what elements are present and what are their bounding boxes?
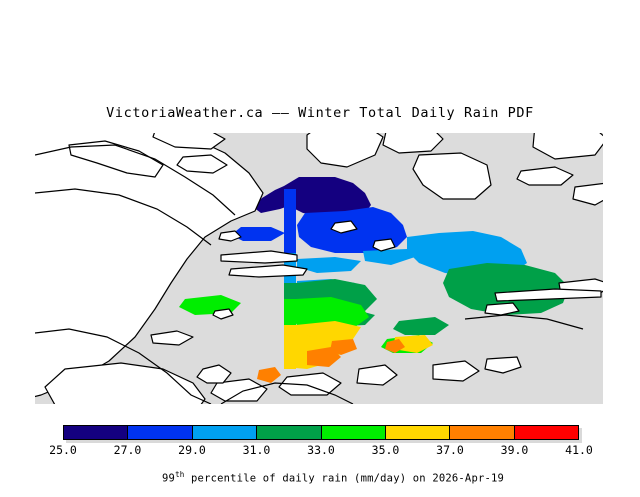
contour-region-29-31e [363, 249, 415, 265]
colorbar-tick-5: 35.0 [371, 443, 400, 457]
contour-region-27-29b [231, 227, 285, 241]
land-island-east-2 [516, 166, 574, 186]
caption-ordinal: th [175, 470, 185, 479]
colorbar-tick-0: 25.0 [49, 443, 77, 457]
map-canvas [35, 133, 603, 404]
contour-region-37-39 [307, 347, 341, 367]
colorbar-tick-6: 37.0 [436, 443, 464, 457]
land-south-1 [44, 362, 206, 404]
caption-prefix: 99 [162, 472, 176, 485]
page-title: VictoriaWeather.ca —— Winter Total Daily… [106, 105, 534, 121]
contour-region-37-39c [385, 339, 405, 353]
colorbar-segment-5[interactable] [385, 426, 451, 439]
contour-region-31-33e [393, 317, 449, 335]
contour-region-33-35b [289, 297, 369, 331]
contour-region-29-31c [297, 257, 361, 273]
contour-region-25-27 [280, 177, 371, 217]
land-sliver-east-2 [484, 302, 520, 316]
land-south-squiggle [196, 364, 232, 384]
land-south-4 [356, 364, 398, 386]
colorbar-tick-2: 29.0 [178, 443, 206, 457]
land-isle-arrow [484, 356, 522, 374]
colorbar-segment-3[interactable] [257, 426, 322, 439]
coastline-east-thin [464, 314, 584, 330]
coastline-nw [35, 144, 236, 216]
contour-region-37-39b [330, 339, 357, 355]
land-sliver-east [494, 288, 602, 302]
colorbar-segment-4[interactable] [321, 426, 386, 439]
colorbar[interactable] [63, 425, 582, 443]
colorbar-tick-8: 41.0 [565, 443, 593, 457]
contour-region-27-29c [284, 189, 296, 253]
land-island-central-1 [306, 133, 384, 168]
coastline-layer [35, 144, 584, 404]
land-island-central-2 [382, 133, 444, 154]
contour-region-35-37e [393, 335, 433, 353]
colorbar-segment-7[interactable] [514, 426, 578, 439]
land-layer [35, 133, 603, 404]
land-isle-1 [218, 230, 242, 242]
contour-region-37-39d [257, 367, 281, 383]
colorbar-tick-4: 33.0 [307, 443, 335, 457]
colorbar-caption: 99th percentile of daily rain (mm/day) o… [0, 458, 640, 497]
land-sliver-central-1 [220, 250, 298, 264]
rain-contour-layer [179, 177, 569, 383]
land-island-central-3 [412, 152, 492, 200]
colorbar-tick-3: 31.0 [242, 443, 271, 457]
land-south-3 [278, 372, 342, 396]
colorbar-segments[interactable] [63, 425, 579, 440]
weather-map-page: VictoriaWeather.ca —— Winter Total Daily… [0, 105, 640, 485]
land-south-2 [210, 378, 268, 402]
land-isle-4 [212, 308, 234, 320]
colorbar-tick-7: 39.0 [500, 443, 529, 457]
land-island-east-1 [532, 133, 603, 160]
land-northwest-spit [68, 140, 164, 178]
coastline-south-2 [220, 382, 354, 404]
land-island-nw-2 [176, 154, 228, 174]
contour-region-31-33 [443, 263, 569, 315]
colorbar-segment-6[interactable] [450, 426, 515, 439]
colorbar-segment-1[interactable] [128, 426, 193, 439]
land-isle-5 [150, 330, 194, 346]
land-isle-3 [372, 238, 396, 252]
caption-suffix: percentile of daily rain (mm/day) on 202… [184, 472, 505, 485]
land-island-nw-1 [152, 133, 226, 150]
land-sliver-central-2 [228, 264, 308, 278]
coastline-south-main [35, 328, 212, 404]
colorbar-segment-0[interactable] [64, 426, 129, 439]
coastline-mid [35, 188, 212, 246]
colorbar-segment-2[interactable] [192, 426, 258, 439]
map-panel[interactable] [35, 133, 603, 404]
colorbar-ticks: 25.0 27.0 29.0 31.0 33.0 35.0 37.0 39.0 41.0 [0, 443, 640, 457]
land-island-east-3 [572, 182, 603, 206]
land-south-5 [432, 360, 480, 382]
land-isle-2 [330, 220, 358, 234]
colorbar-tick-1: 27.0 [113, 443, 142, 457]
